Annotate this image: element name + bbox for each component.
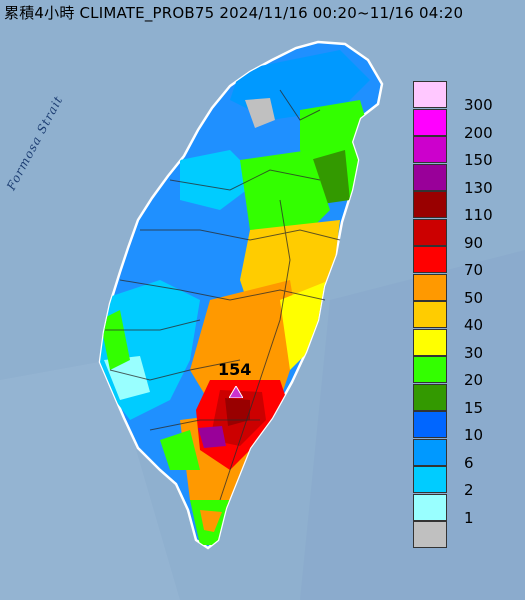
rain-zone-cyan-north xyxy=(180,150,260,210)
legend-swatch xyxy=(413,383,447,411)
legend-swatch xyxy=(413,466,447,493)
legend-label: 200 xyxy=(464,123,493,142)
legend-swatch xyxy=(413,81,447,108)
boundary-line xyxy=(119,279,326,301)
legend-label: 110 xyxy=(464,206,493,224)
legend-swatch xyxy=(413,191,447,218)
rain-zone-yellow-east xyxy=(280,280,330,370)
rain-zone-green-west xyxy=(100,310,130,370)
legend-swatch xyxy=(413,328,447,356)
legend-label: 150 xyxy=(464,151,493,169)
map-title: 累積4小時 CLIMATE_PROB75 2024/11/16 00:20~11… xyxy=(4,4,464,22)
rain-zone-grey xyxy=(245,98,275,128)
legend-label: 30 xyxy=(464,343,484,362)
legend-label: 70 xyxy=(464,261,484,279)
legend-swatch xyxy=(413,136,447,163)
rain-zone-green-sw xyxy=(160,430,200,470)
legend-swatch xyxy=(413,273,447,301)
legend-swatch xyxy=(413,356,447,383)
legend-label: 1 xyxy=(464,508,474,527)
boundary-line xyxy=(140,229,341,241)
legend-swatch xyxy=(413,108,447,136)
legend-label: 300 xyxy=(464,96,493,114)
rain-zone-maroon xyxy=(225,398,250,426)
legend-label: 15 xyxy=(464,398,484,417)
rain-zone-orange-tip xyxy=(200,510,222,532)
boundary-line xyxy=(169,169,321,191)
legend-swatch xyxy=(413,218,447,246)
rain-zone-green-central xyxy=(240,150,330,240)
boundary-line xyxy=(109,359,241,381)
boundary-line xyxy=(279,89,321,121)
county-boundaries xyxy=(105,89,341,501)
legend-swatch xyxy=(413,163,447,191)
legend-label: 50 xyxy=(464,288,484,307)
legend-label: 2 xyxy=(464,481,474,499)
legend-swatch xyxy=(413,411,447,438)
max-rainfall-value: 154 xyxy=(218,360,252,379)
legend-swatch xyxy=(413,521,447,548)
boundary-line xyxy=(219,199,291,501)
legend-label: 10 xyxy=(464,426,484,444)
ocean-shading xyxy=(300,250,525,600)
ocean-shading-2 xyxy=(0,360,180,600)
legend-label: 20 xyxy=(464,371,484,389)
legend-label: 90 xyxy=(464,233,484,252)
legend-swatch xyxy=(413,493,447,521)
legend-label: 130 xyxy=(464,178,493,197)
legend-swatch xyxy=(413,438,447,466)
boundary-line xyxy=(105,319,201,331)
legend-label: 40 xyxy=(464,316,484,334)
boundary-line xyxy=(149,419,260,431)
legend-swatch xyxy=(413,301,447,328)
triangle-marker-icon xyxy=(229,386,243,398)
legend-swatch xyxy=(413,246,447,273)
rain-zone-purple xyxy=(198,426,226,448)
legend-label: 6 xyxy=(464,453,474,472)
